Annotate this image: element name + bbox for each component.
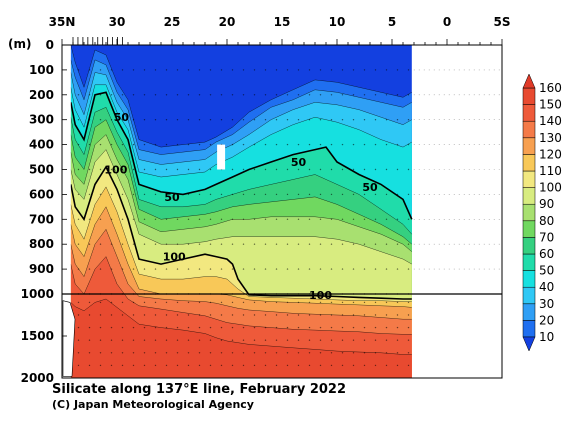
- x-tick-label: 10: [329, 15, 346, 29]
- y-tick-label: 1500: [21, 329, 54, 343]
- chart-title: Silicate along 137°E line, February 2022: [52, 382, 346, 397]
- y-tick-label: 0: [46, 38, 54, 52]
- y-tick-label: 800: [29, 237, 54, 251]
- colorbar-tick-label: 100: [539, 181, 562, 195]
- x-tick-label: 5S: [494, 15, 511, 29]
- y-tick-label: 300: [29, 113, 54, 127]
- y-axis: 100 200 300 400 500 600 700 800 900 1000 1500 2000 0: [21, 38, 67, 385]
- no-data-areas: [62, 45, 226, 378]
- contour-label: 50: [291, 156, 307, 169]
- x-tick-label: 15: [274, 15, 291, 29]
- colorbar-swatch: [522, 286, 536, 305]
- colorbar-swatch: [522, 187, 536, 205]
- colorbar-swatch: [522, 154, 536, 172]
- y-tick-label: 500: [29, 163, 54, 177]
- colorbar-tick-label: 110: [539, 164, 562, 178]
- y-tick-label: 2000: [21, 371, 54, 385]
- colorbar-swatch: [522, 253, 536, 271]
- colorbar-tick-label: 20: [539, 313, 554, 327]
- contour-lines: [70, 45, 413, 355]
- colorbar-swatch: [522, 220, 536, 238]
- colorbar-tick-label: 60: [539, 247, 554, 261]
- colorbar-swatch: [522, 137, 536, 155]
- colorbar-swatch: [522, 120, 536, 139]
- contour-labels: 50 100 50 100 50 50 100: [104, 111, 378, 302]
- colorbar-min-arrow: [522, 336, 536, 352]
- silicate-field: [70, 45, 412, 378]
- colorbar-swatch: [522, 320, 536, 338]
- x-tick-label: 5: [388, 15, 396, 29]
- colorbar-swatch: [522, 270, 536, 288]
- y-tick-label: 400: [29, 138, 54, 152]
- x-tick-label: 0: [443, 15, 451, 29]
- colorbar-swatch: [522, 87, 536, 105]
- x-tick-label: 25: [164, 15, 181, 29]
- colorbar-tick-label: 150: [539, 98, 562, 112]
- colorbar-tick-label: 130: [539, 131, 562, 145]
- colorbar-tick-label: 120: [539, 147, 562, 161]
- colorbar-tick-label: 160: [539, 81, 562, 95]
- colorbar-swatch: [522, 104, 536, 122]
- colorbar-swatch: [522, 237, 536, 255]
- colorbar-tick-label: 70: [539, 230, 554, 244]
- colorbar-tick-label: 80: [539, 214, 554, 228]
- credit-text: (C) Japan Meteorological Agency: [52, 398, 254, 411]
- y-tick-label: 700: [29, 212, 54, 226]
- contour-label: 50: [362, 181, 378, 194]
- y-tick-label: 900: [29, 262, 54, 276]
- colorbar-tick-label: 90: [539, 197, 554, 211]
- colorbar-swatch: [522, 170, 536, 188]
- y-tick-label: 600: [29, 187, 54, 201]
- y-tick-label: 100: [29, 63, 54, 77]
- x-tick-label: 30: [109, 15, 126, 29]
- x-tick-label: 35N: [49, 15, 76, 29]
- colorbar-tick-label: 50: [539, 264, 554, 278]
- colorbar-tick-label: 30: [539, 297, 554, 311]
- colorbar-tick-label: 40: [539, 280, 554, 294]
- contour-label: 100: [163, 251, 186, 264]
- sample-dots: [77, 69, 500, 367]
- contour-label: 50: [164, 191, 180, 204]
- y-tick-label: 1000: [21, 287, 54, 301]
- colorbar-tick-label: 10: [539, 330, 554, 344]
- y-tick-label: 200: [29, 88, 54, 102]
- colorbar-swatch: [522, 203, 536, 222]
- x-tick-label: 20: [219, 15, 236, 29]
- contour-label: 100: [309, 289, 332, 302]
- colorbar-swatch: [522, 303, 536, 321]
- colorbar: 10 20 30 40 50 60 70 80 90 100 110 120 130 140 150 160: [522, 73, 562, 352]
- x-axis: 35N 30 25 20 15 10 5 0 5S: [49, 15, 511, 45]
- contour-label: 100: [104, 164, 127, 177]
- colorbar-tick-label: 140: [539, 114, 562, 128]
- colorbar-max-arrow: [522, 73, 536, 89]
- y-axis-label: (m): [8, 37, 31, 51]
- contour-label: 50: [114, 111, 130, 124]
